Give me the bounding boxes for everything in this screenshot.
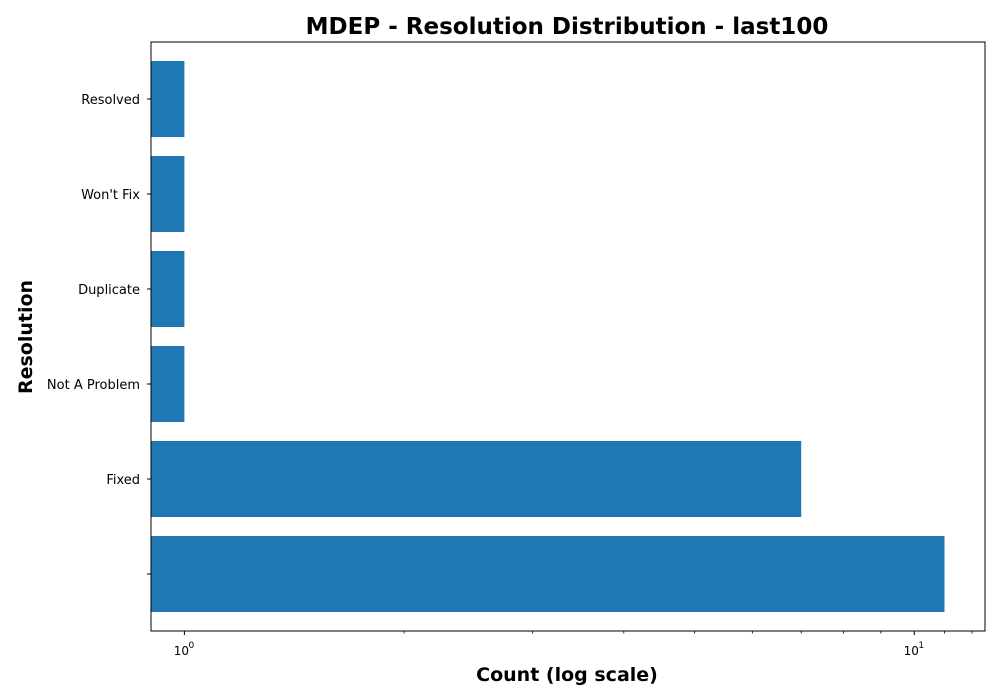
bars-group bbox=[151, 61, 945, 612]
x-tick-label: 10 bbox=[904, 644, 919, 658]
x-axis-ticks: 10 0 10 1 bbox=[174, 631, 973, 658]
bar-won-t-fix bbox=[151, 156, 185, 232]
y-tick-label: Fixed bbox=[106, 473, 140, 488]
x-tick-label: 10 bbox=[174, 644, 189, 658]
chart-title: MDEP - Resolution Distribution - last100 bbox=[306, 14, 829, 40]
y-tick-label: Duplicate bbox=[78, 283, 140, 298]
x-axis-label: Count (log scale) bbox=[476, 664, 658, 686]
bar-resolved bbox=[151, 61, 185, 137]
plot-frame bbox=[150, 41, 986, 632]
bar-not-a-problem bbox=[151, 346, 185, 422]
bar-blank bbox=[151, 536, 945, 612]
y-tick-label: Won't Fix bbox=[81, 188, 140, 203]
y-tick-label: Not A Problem bbox=[47, 378, 140, 393]
y-axis-label: Resolution bbox=[15, 280, 37, 394]
y-axis-ticks: Fixed Not A Problem Duplicate Won't Fix Reso… bbox=[47, 93, 151, 575]
bar-fixed bbox=[151, 441, 802, 517]
y-tick-label: Resolved bbox=[81, 93, 140, 108]
x-tick-exponent: 0 bbox=[189, 641, 195, 651]
x-tick-exponent: 1 bbox=[918, 641, 924, 651]
bar-duplicate bbox=[151, 251, 185, 327]
